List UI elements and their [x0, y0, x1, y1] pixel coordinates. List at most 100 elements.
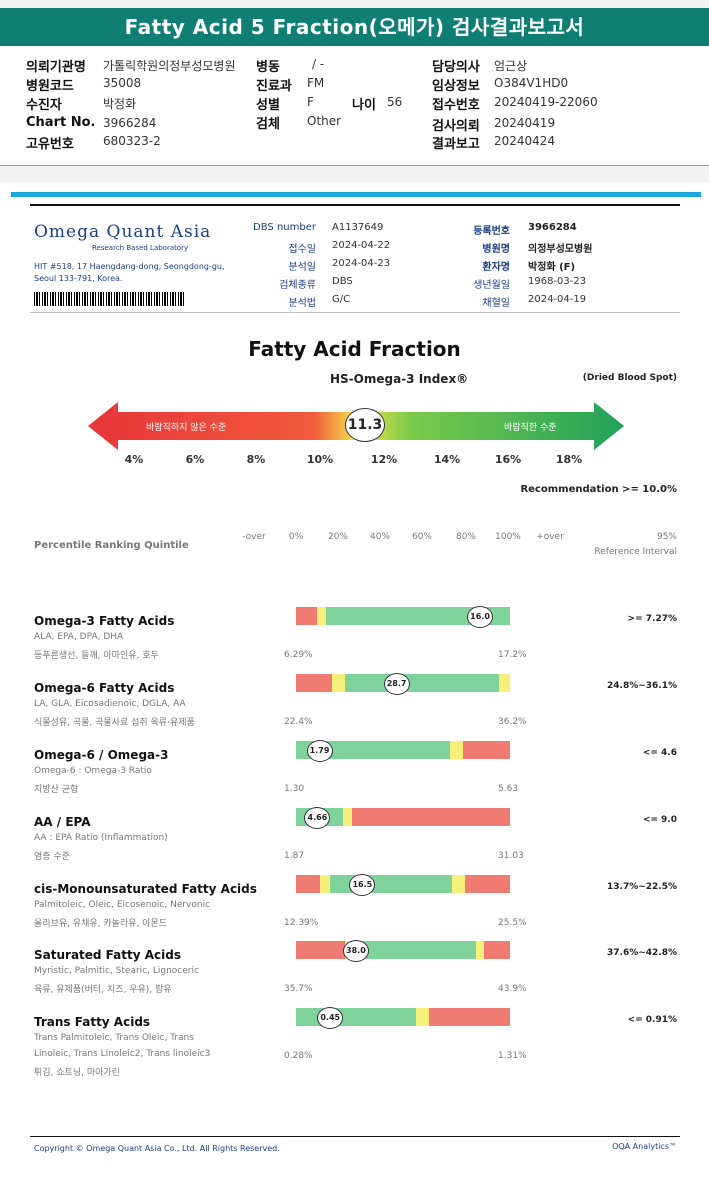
row-food-sources: 등푸른생선, 들깨, 아마인유, 호두	[34, 651, 159, 661]
sample-type: (Dried Blood Spot)	[582, 373, 677, 383]
request-info-panel: 의뢰기관명 가톨릭학원의정부성모병원 병원코드 35008 수진자 박정화 Ch…	[0, 46, 709, 166]
row-min: 6.29%	[284, 650, 313, 660]
row-name: Omega-3 Fatty Acids	[34, 614, 175, 628]
bar-segment	[319, 875, 331, 893]
row-food-sources: 염증 수준	[34, 852, 70, 862]
divider	[30, 1136, 680, 1137]
index-tick-label: 14%	[433, 453, 461, 466]
patient-value: 3966284	[528, 222, 577, 233]
field-value: 680323-2	[103, 134, 161, 148]
field-label: 담당의사	[432, 60, 480, 75]
fatty-acid-row: cis-Monounsaturated Fatty Acids Palmitole…	[0, 874, 709, 948]
row-max: 43.9%	[498, 984, 527, 994]
bar-segment	[484, 941, 510, 959]
index-tick-label: 4%	[124, 453, 144, 466]
field-value: 20240419	[494, 116, 556, 130]
field-value: 가톨릭학원의정부성모병원	[103, 59, 236, 73]
recommendation: Recommendation >= 10.0%	[520, 484, 677, 495]
row-components: ALA, EPA, DPA, DHA	[34, 632, 124, 642]
field-value: 56	[387, 95, 403, 109]
bar-segment	[355, 941, 476, 959]
index-tick-label: 18%	[555, 453, 583, 466]
bar-segment	[325, 607, 510, 625]
percentile-tick-label: -over	[242, 532, 266, 542]
patient-label: 생년월일	[473, 280, 510, 291]
row-components: Palmitoleic, Oleic, Eicosenoic, Nervonic	[34, 900, 211, 910]
row-components: Omega-6 : Omega-3 Ratio	[34, 766, 152, 776]
bar-segment	[475, 941, 485, 959]
bar-segment	[296, 1008, 416, 1026]
info-label: 분석법	[288, 298, 316, 309]
patient-label: 채혈일	[482, 298, 510, 309]
bar-segment	[296, 607, 318, 625]
field-value: FM	[307, 76, 325, 90]
patient-value: 1968-03-23	[528, 276, 587, 287]
row-min: 35.7%	[284, 984, 313, 994]
info-value: A1137649	[332, 222, 384, 233]
fatty-acid-row: Omega-3 Fatty Acids ALA, EPA, DPA, DHA 등푸른…	[0, 606, 709, 680]
row-components: Trans Palmitoleic, Trans Oleic, Trans	[34, 1033, 194, 1043]
percentile-bar: 38.0	[296, 940, 510, 962]
field-label: 임상정보	[432, 79, 480, 94]
index-tick-label: 10%	[306, 453, 334, 466]
percentile-bar: 1.79	[296, 740, 510, 762]
desirable-level-label: 바람직한 수준	[504, 423, 557, 433]
report-sheet: Omega Quant Asia Research Based Laborato…	[0, 182, 709, 1177]
field-label: 검사의뢰	[432, 119, 480, 134]
field-value: 3966284	[103, 116, 157, 130]
row-name: Omega-6 Fatty Acids	[34, 681, 175, 695]
info-label: 접수일	[288, 244, 316, 255]
field-label: 의뢰기관명	[26, 60, 86, 75]
bar-segment	[452, 875, 466, 893]
divider	[30, 312, 680, 313]
patient-value: 의정부성모병원	[528, 244, 593, 255]
row-name: cis-Monounsaturated Fatty Acids	[34, 882, 257, 896]
field-value: 박정화	[103, 97, 137, 111]
bar-segment	[296, 941, 346, 959]
bar-segment	[317, 607, 326, 625]
bar-segment	[462, 741, 510, 759]
row-reference: >= 7.27%	[627, 614, 677, 624]
value-indicator: 4.66	[304, 807, 331, 829]
row-components: LA, GLA, Eicosadienoic, DGLA, AA	[34, 699, 186, 709]
field-label: 성별	[256, 98, 280, 113]
value-indicator: 1.79	[306, 740, 333, 762]
row-food-sources: 올리브유, 유채유, 카놀라유, 아몬드	[34, 919, 168, 929]
row-min: 12.39%	[284, 918, 319, 928]
barcode-icon	[34, 292, 184, 306]
info-value: 2024-04-23	[332, 258, 391, 269]
top-accent-bar	[11, 192, 701, 197]
percentile-bar: 28.7	[296, 673, 510, 695]
patient-label: 환자명	[482, 262, 510, 273]
lab-logo: Omega Quant Asia	[34, 222, 212, 242]
fatty-acid-row: Saturated Fatty Acids Myristic, Palmitic,…	[0, 940, 709, 1014]
bar-segment	[332, 674, 346, 692]
field-label: 병원코드	[26, 79, 74, 94]
field-value: 20240419-22060	[494, 95, 598, 109]
undesirable-level-label: 바람직하지 않은 수준	[146, 423, 227, 433]
field-label: 결과보고	[432, 137, 480, 152]
fatty-acid-row: Omega-6 Fatty Acids LA, GLA, Eicosadienoi…	[0, 673, 709, 747]
row-reference: <= 4.6	[642, 748, 677, 758]
bar-segment	[296, 875, 320, 893]
row-food-sources: 육류, 유제품(버터, 치즈, 우유), 팜유	[34, 985, 172, 995]
index-value-indicator: 11.3	[345, 408, 385, 442]
row-name: Omega-6 / Omega-3	[34, 748, 169, 762]
brand: OQA Analytics™	[612, 1142, 677, 1151]
row-name: Saturated Fatty Acids	[34, 948, 181, 962]
field-label: 병동	[256, 60, 280, 75]
field-label: 고유번호	[26, 137, 74, 152]
percentile-tick-label: 60%	[411, 532, 432, 542]
value-indicator: 16.5	[349, 874, 376, 896]
info-label: DBS number	[253, 222, 316, 233]
row-max: 36.2%	[498, 717, 527, 727]
row-reference: <= 9.0	[642, 815, 677, 825]
report-title: Fatty Acid 5 Fraction(오메가) 검사결과보고서	[0, 8, 709, 46]
divider	[30, 204, 680, 206]
bar-segment	[499, 674, 510, 692]
row-name: AA / EPA	[34, 815, 91, 829]
percentile-tick-label: 20%	[327, 532, 348, 542]
value-indicator: 0.45	[317, 1007, 344, 1029]
value-indicator: 28.7	[383, 673, 410, 695]
field-label: 진료과	[256, 79, 292, 94]
